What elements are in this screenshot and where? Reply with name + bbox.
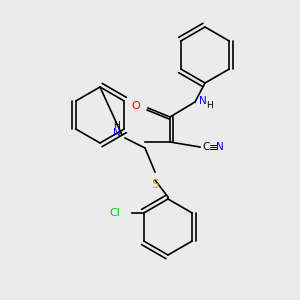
Text: S: S <box>151 178 159 191</box>
Text: C: C <box>202 142 209 152</box>
Text: N: N <box>199 96 207 106</box>
Text: H: H <box>206 100 213 109</box>
Text: N: N <box>113 128 121 138</box>
Text: H: H <box>113 122 120 130</box>
Text: O: O <box>132 101 140 111</box>
Text: ≡: ≡ <box>209 140 219 154</box>
Text: Cl: Cl <box>109 208 120 218</box>
Text: N: N <box>216 142 224 152</box>
